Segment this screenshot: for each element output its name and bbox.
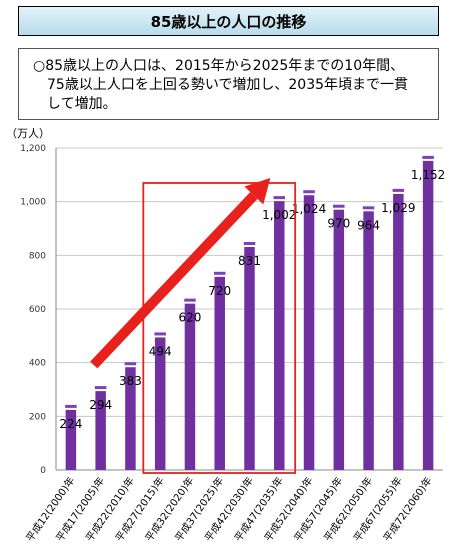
bar [274, 201, 285, 470]
bar-top-cap [154, 332, 166, 336]
trend-arrow-shaft [90, 192, 258, 369]
value-label: 964 [357, 218, 380, 232]
summary-line-1: ○85歳以上の人口は、2015年から2025年までの10年間、 [33, 58, 405, 74]
x-axis-labels: 平成12(2000)年平成17(2005)年平成22(2010)年平成27(20… [23, 474, 434, 544]
y-tick-label: 800 [29, 251, 46, 261]
bar-top-cap [65, 404, 77, 408]
bars [65, 155, 434, 470]
highlight-box [142, 182, 297, 474]
bar [303, 195, 315, 470]
bar-top-cap [94, 386, 107, 390]
value-label: 224 [59, 417, 82, 431]
bar-top-cap [243, 242, 256, 246]
bar-top-cap [392, 188, 405, 192]
bar [125, 367, 136, 470]
bar [422, 160, 434, 470]
value-label: 620 [179, 311, 202, 325]
bar [333, 209, 345, 470]
bar-top-cap [333, 204, 345, 208]
y-tick-label: 0 [40, 466, 46, 476]
trend-arrow-head [244, 178, 271, 205]
bar [393, 193, 404, 470]
bar [244, 247, 255, 470]
bar-top-cap [184, 298, 196, 302]
bar [95, 391, 106, 470]
bar-top-cap [303, 190, 315, 194]
value-label: 970 [327, 217, 350, 231]
y-tick-label: 1,000 [20, 198, 46, 208]
value-label: 1,002 [262, 208, 296, 222]
y-tick-label: 1,200 [20, 144, 46, 154]
summary-text-box: ○85歳以上の人口は、2015年から2025年までの10年間、 75歳以上人口を… [18, 48, 439, 120]
value-label: 494 [149, 344, 172, 358]
annotations [90, 178, 297, 474]
bar [214, 276, 225, 470]
value-label: 1,029 [381, 201, 415, 215]
bar-top-cap [422, 155, 434, 159]
bar [184, 303, 196, 470]
y-tick-label: 200 [29, 412, 46, 422]
bar [65, 409, 77, 470]
value-label: 831 [238, 254, 261, 268]
value-label: 1,152 [411, 168, 445, 182]
bar-top-cap [213, 271, 226, 275]
value-label: 720 [208, 284, 231, 298]
y-axis-unit-label: （万人） [6, 127, 50, 140]
bar [363, 211, 374, 470]
bar [154, 337, 166, 470]
bar-top-cap [273, 196, 286, 200]
value-label: 383 [119, 374, 142, 388]
summary-line-2: 75歳以上人口を上回る勢いで増加し、2035年頃まで一貫 [47, 77, 409, 93]
gridlines: 0 200 400 600 800 1,000 1,200 [20, 144, 443, 476]
page-title: 85歳以上の人口の推移 [18, 6, 439, 36]
bar-top-cap [124, 362, 137, 366]
bar-top-cap [362, 206, 375, 210]
y-tick-label: 600 [29, 305, 46, 315]
value-label: 294 [89, 398, 112, 412]
bullet-mark: ○ [33, 58, 46, 74]
value-label: 1,024 [292, 202, 326, 216]
y-tick-label: 400 [29, 359, 46, 369]
summary-line-3: して増加。 [47, 96, 117, 112]
